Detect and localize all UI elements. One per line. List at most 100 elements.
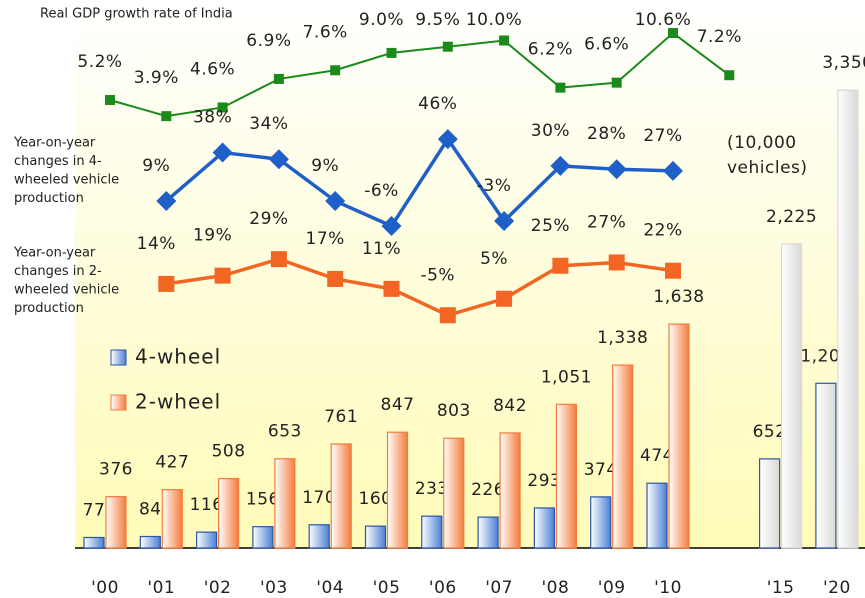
x-tick-label: '10 — [654, 578, 682, 598]
marker — [665, 262, 681, 279]
marker — [552, 257, 569, 274]
bar-value-label: 1,051 — [541, 367, 592, 387]
marker — [437, 129, 458, 150]
line-value-label: 9% — [142, 156, 170, 176]
series-label: wheeled vehicle — [14, 283, 119, 298]
line-value-label: 4.6% — [190, 59, 235, 79]
bar-value-label: 652 — [753, 422, 787, 442]
marker — [105, 95, 115, 106]
bar — [196, 531, 218, 549]
line-value-label: 9.5% — [415, 10, 460, 30]
legend-swatch — [110, 394, 127, 411]
series-label: Year-on-year — [13, 246, 96, 261]
series-label: changes in 2- — [14, 264, 102, 279]
bar-value-label: 474 — [640, 446, 674, 466]
bar — [83, 536, 105, 549]
bar — [533, 507, 556, 549]
line-value-label: 6.6% — [584, 35, 629, 55]
marker — [212, 142, 233, 163]
line-value-label: 5.2% — [77, 52, 122, 72]
marker — [383, 280, 400, 297]
bar-value-label: 77 — [83, 500, 106, 520]
line-value-label: 25% — [531, 216, 570, 236]
legend-label: 2-wheel — [135, 390, 221, 414]
line-value-label: 22% — [643, 221, 682, 241]
marker — [273, 73, 284, 84]
marker — [606, 159, 627, 180]
bar — [780, 243, 803, 549]
marker — [214, 267, 231, 284]
x-tick-label: '03 — [260, 578, 288, 598]
unit-note: vehicles) — [727, 158, 808, 178]
x-tick-label: '15 — [767, 578, 795, 598]
marker — [663, 160, 683, 181]
line-value-label: 28% — [587, 124, 626, 144]
line-value-label: -6% — [364, 181, 399, 201]
bar-value-label: 842 — [493, 396, 527, 416]
marker — [550, 155, 571, 176]
bar-value-label: 803 — [437, 401, 471, 421]
marker — [270, 251, 287, 268]
plot-background — [75, 0, 865, 548]
line-value-label: 9.0% — [359, 10, 404, 30]
bar — [274, 458, 296, 549]
bar-value-label: 160 — [359, 489, 393, 509]
bar-value-label: 376 — [99, 460, 133, 480]
line-value-label: 38% — [193, 108, 232, 128]
line-value-label: 34% — [249, 114, 288, 134]
marker — [496, 290, 513, 307]
bar — [815, 382, 837, 549]
bar — [139, 535, 161, 549]
x-tick-label: '09 — [598, 578, 626, 598]
marker — [381, 216, 402, 237]
x-tick-label: '01 — [147, 578, 175, 598]
line-value-label: 10.6% — [635, 10, 692, 30]
marker — [439, 307, 456, 324]
marker — [724, 70, 735, 81]
marker — [325, 190, 346, 211]
x-tick-label: '02 — [204, 578, 232, 598]
bar — [330, 443, 352, 549]
series-label: changes in 4- — [14, 154, 102, 169]
bar-value-label: 508 — [212, 442, 246, 462]
bar — [555, 403, 578, 549]
bar — [105, 496, 127, 549]
legend-label: 4-wheel — [135, 345, 221, 369]
line-value-label: 19% — [193, 226, 232, 246]
bar — [386, 431, 409, 549]
bar-value-label: 2,225 — [766, 207, 817, 227]
x-tick-label: '20 — [823, 578, 851, 598]
marker — [499, 35, 510, 46]
line-value-label: 29% — [249, 209, 288, 229]
series-label: production — [14, 191, 84, 206]
bar-value-label: 1,638 — [653, 287, 704, 307]
line-value-label: 17% — [306, 229, 345, 249]
x-tick-label: '05 — [373, 578, 401, 598]
line-value-label: 7.2% — [697, 27, 742, 47]
line-value-label: 30% — [531, 121, 570, 141]
bar-value-label: 1,338 — [597, 328, 648, 348]
bar — [668, 323, 690, 549]
line-value-label: 11% — [362, 239, 401, 259]
bar-value-label: 226 — [471, 480, 505, 500]
legend-swatch — [110, 349, 127, 366]
bar-value-label: 233 — [415, 479, 449, 499]
bar — [364, 525, 387, 549]
line-value-label: -5% — [420, 265, 455, 285]
marker — [668, 28, 678, 39]
bar-value-label: 84 — [139, 500, 162, 520]
x-tick-label: '04 — [316, 578, 344, 598]
bar — [612, 364, 634, 549]
line — [166, 257, 674, 318]
marker — [494, 211, 515, 232]
marker — [442, 41, 453, 52]
bar — [499, 432, 521, 549]
x-tick-label: '07 — [485, 578, 513, 598]
bar-value-label: 170 — [302, 488, 336, 508]
marker — [555, 82, 566, 93]
line-value-label: 3.9% — [134, 68, 179, 88]
series-label: production — [14, 301, 84, 316]
marker — [217, 102, 228, 113]
marker — [327, 270, 344, 287]
x-tick-label: '00 — [91, 578, 119, 598]
